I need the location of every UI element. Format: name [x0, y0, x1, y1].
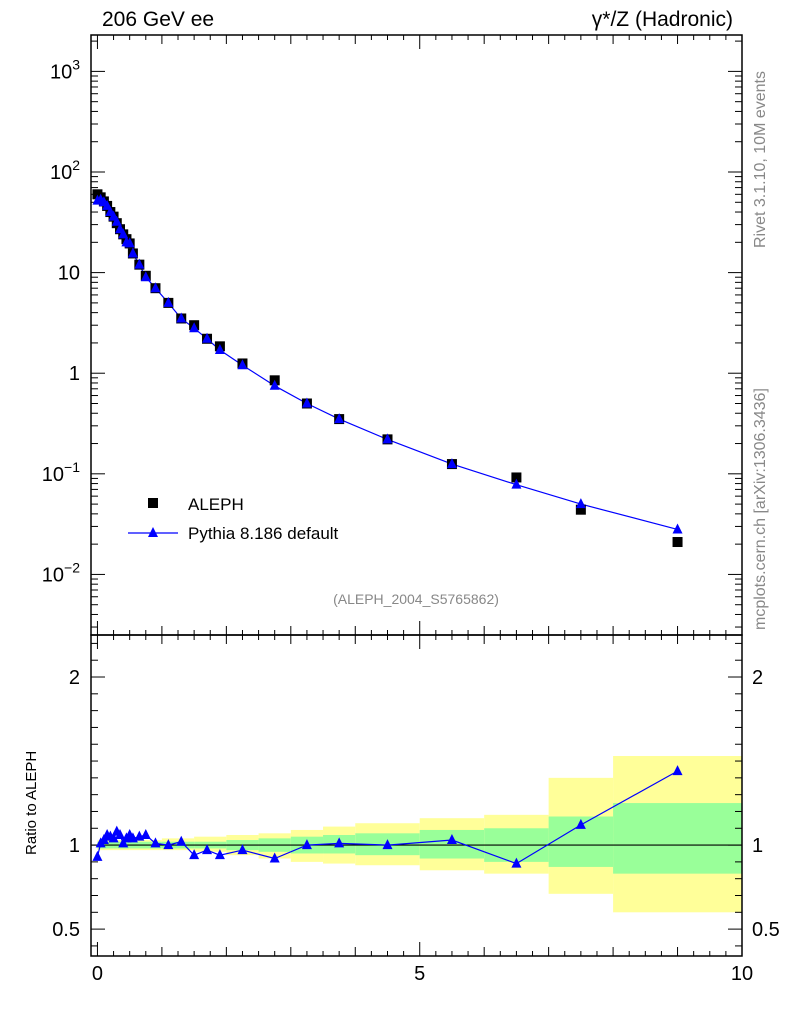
pythia-point [446, 458, 457, 469]
ratio-y-tick-label-right: 2 [752, 667, 763, 689]
legend: ALEPH Pythia 8.186 default [128, 495, 339, 543]
pythia-point [150, 282, 161, 293]
mcplots-label: mcplots.cern.ch [arXiv:1306.3436] [752, 388, 769, 630]
ratio-panel: 2 2 1 1 0.5 0.5 0 5 10 [52, 634, 780, 985]
x-tick-labels: 0 5 10 [92, 963, 753, 985]
band-inner [613, 803, 742, 874]
legend-aleph-label: ALEPH [188, 495, 244, 514]
ratio-point [98, 834, 109, 845]
pythia-point [102, 199, 113, 210]
pythia-point [140, 271, 151, 282]
ratio-point [115, 828, 126, 839]
pythia-point [163, 296, 174, 307]
pythia-point [214, 344, 225, 355]
ratio-y-tick-label: 2 [69, 667, 80, 689]
pythia-point [269, 379, 280, 390]
main-ticks [91, 35, 743, 635]
pythia-point [189, 322, 200, 333]
aleph-point [511, 472, 522, 483]
ratio-frame [90, 634, 743, 957]
ratio-point [301, 839, 312, 850]
ratio-y-tick-label-right: 0.5 [752, 919, 780, 941]
ratio-point [92, 850, 103, 861]
ratio-point [575, 818, 586, 829]
x-tick-label: 5 [414, 963, 425, 985]
pythia-point [202, 332, 213, 343]
pythia-point [127, 247, 138, 258]
pythia-point [511, 478, 522, 489]
y-tick-label: 1 [69, 363, 80, 385]
pythia-point [176, 312, 187, 323]
ratio-point [214, 849, 225, 860]
aleph-point [575, 504, 586, 515]
legend-pythia-marker [148, 527, 158, 537]
ratio-point [189, 849, 200, 860]
analysis-id-label: (ALEPH_2004_S5765862) [333, 591, 499, 607]
pythia-line [97, 199, 678, 530]
ratio-point [446, 834, 457, 845]
ratio-point [334, 837, 345, 848]
ratio-y-axis-title: Ratio to ALEPH [23, 751, 40, 855]
ratio-point [511, 857, 522, 868]
x-tick-label: 10 [731, 963, 753, 985]
ratio-data-series [92, 765, 683, 868]
ratio-uncertainty-bands [97, 756, 742, 913]
ratio-point [269, 852, 280, 863]
ratio-point [237, 844, 248, 855]
x-tick-label: 0 [92, 963, 103, 985]
y-tick-label: 10−1 [42, 459, 80, 486]
ratio-point [108, 832, 119, 843]
ratio-y-tick-labels: 2 2 1 1 0.5 0.5 [52, 667, 780, 941]
pythia-point [575, 498, 586, 509]
pythia-point [134, 258, 145, 269]
pythia-point [382, 433, 393, 444]
pythia-point [301, 397, 312, 408]
y-tick-label: 10 [58, 263, 80, 285]
y-tick-label: 10−2 [42, 559, 80, 586]
ratio-point [176, 835, 187, 846]
main-data-series [92, 189, 683, 548]
ratio-point [163, 839, 174, 850]
header-energy-label: 206 GeV ee [102, 8, 214, 31]
pythia-point [672, 523, 683, 534]
pythia-point [118, 228, 129, 239]
header-process-label: γ*/Z (Hadronic) [592, 8, 733, 31]
ratio-y-tick-label: 0.5 [52, 919, 80, 941]
ratio-point [202, 844, 213, 855]
pythia-point [111, 215, 122, 226]
pythia-point [124, 237, 135, 248]
aleph-point [672, 537, 683, 548]
ratio-point [672, 765, 683, 776]
ratio-point [140, 828, 151, 839]
pythia-point [237, 359, 248, 370]
pythia-point [334, 413, 345, 424]
ratio-y-tick-label-right: 1 [752, 835, 763, 857]
y-tick-label: 103 [50, 56, 80, 83]
ratio-y-tick-label: 1 [69, 835, 80, 857]
y-tick-label: 102 [50, 157, 80, 184]
legend-aleph-marker [148, 498, 158, 508]
ratio-point [150, 837, 161, 848]
legend-pythia-label: Pythia 8.186 default [188, 524, 339, 543]
rivet-version-label: Rivet 3.1.10, 10M events [752, 71, 769, 248]
ratio-point [118, 837, 129, 848]
ratio-point [382, 839, 393, 850]
main-frame [90, 34, 743, 636]
